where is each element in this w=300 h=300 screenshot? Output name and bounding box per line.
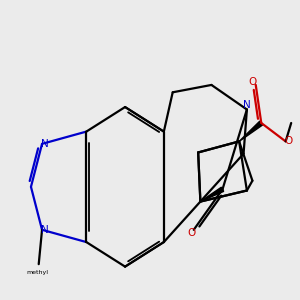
Polygon shape [200, 187, 224, 202]
Text: N: N [41, 139, 49, 149]
Text: O: O [187, 228, 196, 239]
Polygon shape [239, 121, 263, 141]
Text: O: O [249, 77, 257, 87]
Text: N: N [41, 225, 49, 235]
Text: methyl: methyl [26, 269, 48, 275]
Text: O: O [284, 136, 293, 146]
Text: N: N [243, 100, 251, 110]
